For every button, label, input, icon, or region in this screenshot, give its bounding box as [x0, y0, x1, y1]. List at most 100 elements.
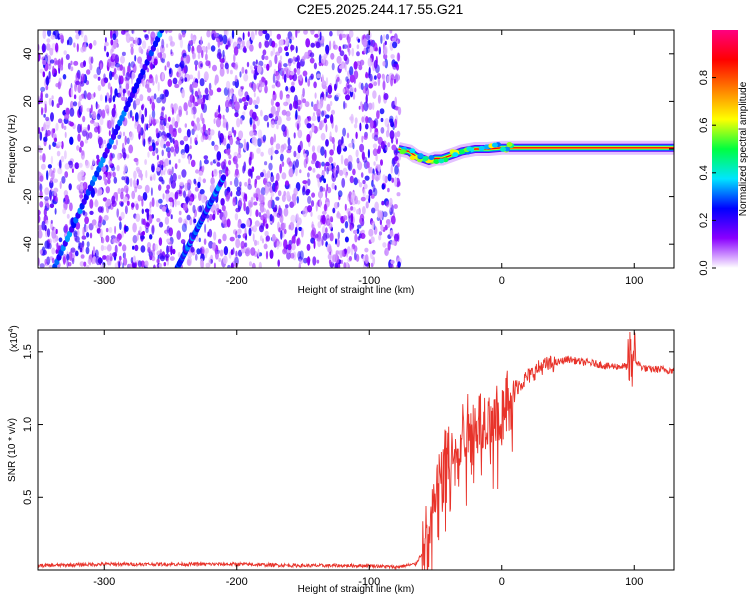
ridge-blob [438, 158, 445, 164]
noise-cell [260, 215, 265, 221]
noise-cell [150, 62, 153, 70]
noise-cell [131, 190, 136, 200]
noise-cell [222, 233, 227, 242]
noise-cell [78, 162, 83, 168]
noise-cell [51, 43, 56, 51]
noise-cell [242, 165, 246, 174]
noise-cell [394, 132, 398, 140]
noise-cell [218, 257, 222, 262]
noise-cell [360, 82, 364, 91]
noise-cell [51, 257, 55, 264]
noise-cell [39, 154, 42, 161]
noise-cell [316, 259, 320, 264]
noise-cell [376, 73, 382, 80]
noise-cell [321, 74, 325, 83]
noise-cell [229, 136, 234, 146]
noise-cell [168, 124, 174, 135]
noise-cell [112, 54, 116, 60]
noise-cell [378, 231, 383, 236]
noise-cell [303, 30, 308, 35]
noise-cell [266, 121, 270, 128]
noise-cell [323, 117, 327, 124]
noise-cell [152, 118, 157, 127]
noise-cell [166, 225, 170, 234]
noise-cell [76, 145, 80, 151]
noise-cell [253, 65, 258, 70]
noise-cell [278, 46, 283, 54]
noise-cell [70, 66, 74, 72]
noise-cell [119, 64, 123, 71]
noise-cell [55, 42, 59, 53]
noise-cell [88, 223, 94, 231]
noise-cell [234, 177, 239, 188]
ridge-blob [417, 153, 424, 159]
noise-cell [383, 93, 389, 100]
noise-cell [46, 256, 51, 266]
noise-cell [108, 226, 113, 234]
noise-cell [58, 118, 63, 124]
noise-cell [191, 109, 194, 115]
streak-cell [220, 174, 227, 182]
noise-cell [376, 148, 381, 154]
noise-cell [340, 228, 345, 234]
noise-cell [197, 181, 201, 188]
noise-cell [164, 114, 168, 123]
noise-cell [272, 46, 276, 56]
noise-cell [96, 154, 100, 160]
noise-cell [247, 31, 250, 38]
noise-cell [46, 202, 50, 208]
noise-cell [335, 252, 338, 262]
noise-cell [73, 230, 78, 238]
noise-cell [290, 36, 295, 41]
noise-cell [336, 238, 340, 248]
noise-cell [120, 211, 125, 220]
noise-cell [240, 223, 246, 229]
noise-cell [249, 82, 253, 88]
noise-cell [151, 197, 155, 208]
noise-cell [137, 168, 141, 175]
noise-cell [372, 148, 378, 157]
noise-cell [390, 259, 395, 265]
noise-cell [142, 40, 147, 49]
noise-cell [392, 63, 397, 70]
spectrogram-y-ticks: -40 -20 0 20 40 [22, 48, 674, 252]
noise-cell [355, 149, 359, 158]
noise-cell [165, 141, 171, 147]
noise-cell [40, 86, 46, 92]
noise-cell [249, 117, 253, 125]
noise-cell [144, 34, 149, 39]
noise-cell [243, 73, 249, 82]
noise-cell [349, 222, 352, 231]
noise-cell [277, 190, 282, 197]
noise-cell [353, 177, 358, 186]
noise-cell [380, 126, 385, 134]
noise-cell [307, 196, 312, 204]
noise-cell [56, 141, 63, 147]
noise-cell [197, 70, 201, 80]
colorbar-label: Normalized spectral amplitude [738, 81, 749, 216]
noise-cell [200, 36, 203, 46]
noise-cell [234, 263, 238, 268]
noise-cell [290, 214, 296, 224]
noise-cell [156, 218, 161, 223]
noise-cell [231, 126, 235, 134]
noise-cell [50, 219, 53, 224]
noise-cell [223, 179, 227, 189]
noise-cell [246, 218, 251, 228]
noise-cell [120, 96, 127, 101]
noise-cell [228, 130, 233, 137]
noise-cell [46, 38, 51, 43]
noise-cell [107, 119, 112, 130]
noise-cell [365, 116, 369, 124]
noise-cell [137, 260, 142, 268]
noise-cell [270, 105, 276, 115]
noise-cell [125, 71, 131, 81]
noise-cell [279, 153, 284, 162]
noise-cell [380, 34, 383, 45]
noise-cell [311, 224, 315, 229]
noise-cell [48, 97, 53, 106]
x-tick-label: -100 [358, 576, 380, 588]
noise-cell [87, 124, 90, 131]
noise-cell [161, 179, 165, 185]
noise-cell [393, 204, 398, 209]
